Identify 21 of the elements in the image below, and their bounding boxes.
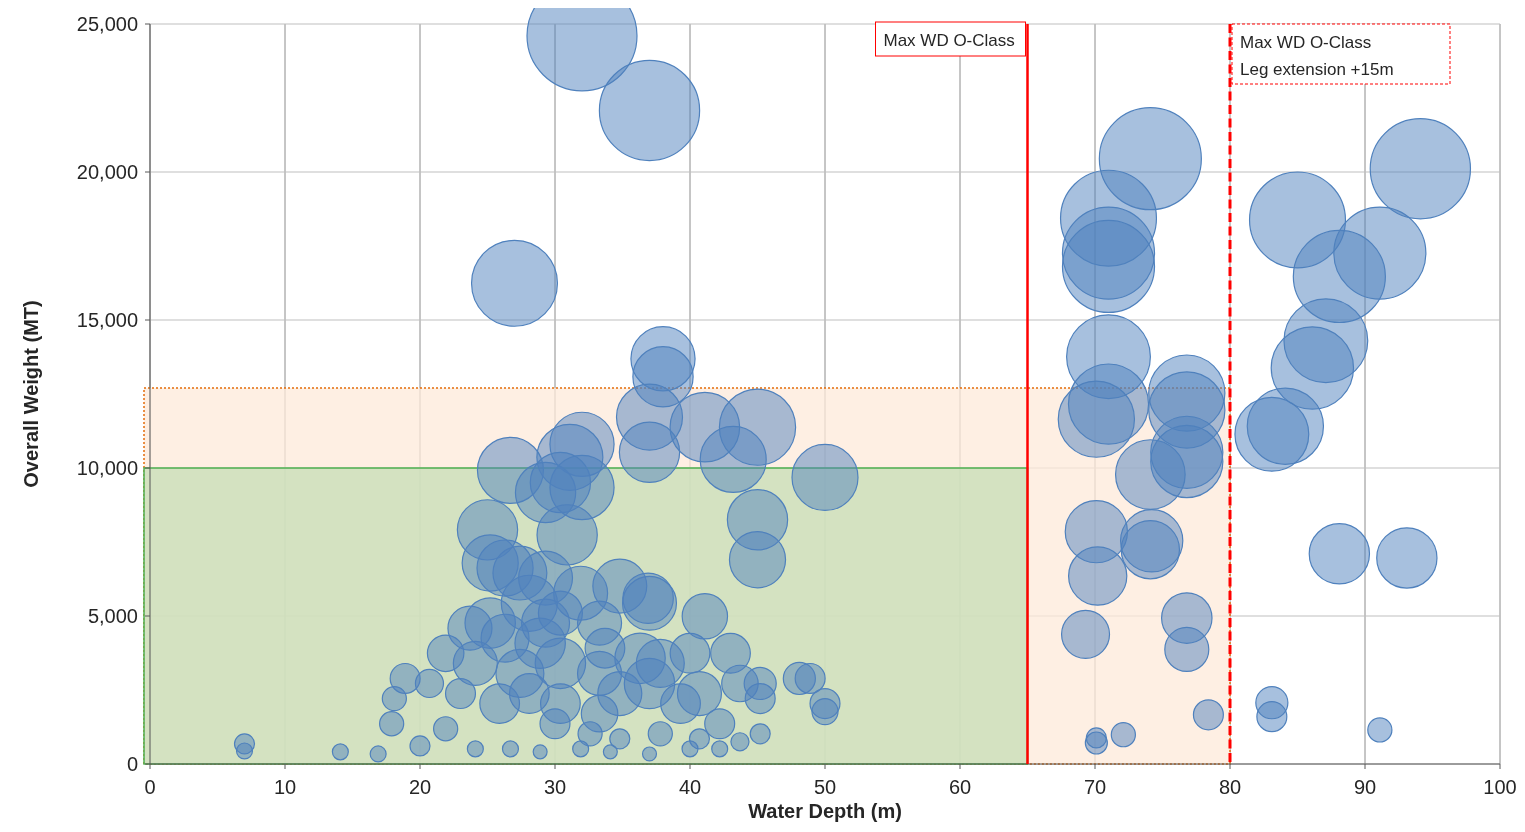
y-tick-label: 5,000 (87, 605, 138, 627)
x-tick-label: 10 (273, 776, 297, 798)
y-tick-label: 10,000 (76, 457, 138, 479)
x-tick-label: 100 (1483, 776, 1517, 798)
y-tick-label: 15,000 (76, 309, 138, 331)
x-tick-label: 70 (1083, 776, 1107, 798)
x-tick-label: 90 (1353, 776, 1377, 798)
x-tick-label: 30 (543, 776, 567, 798)
ref-line-label: Max WD O-Class (883, 31, 1015, 50)
y-axis-title: Overall Weight (MT) (20, 300, 42, 488)
y-tick-label: 25,000 (76, 13, 138, 35)
x-tick-label: 0 (144, 776, 156, 798)
y-tick-label: 20,000 (76, 161, 138, 183)
x-tick-label: 60 (948, 776, 972, 798)
x-axis-title: Water Depth (m) (748, 800, 902, 822)
x-tick-label: 80 (1218, 776, 1242, 798)
x-tick-label: 50 (813, 776, 837, 798)
y-tick-label: 0 (126, 753, 138, 775)
x-tick-label: 20 (408, 776, 432, 798)
ref-line-label: Max WD O-Class Leg extension +15m (1240, 33, 1394, 79)
x-tick-label: 40 (678, 776, 702, 798)
